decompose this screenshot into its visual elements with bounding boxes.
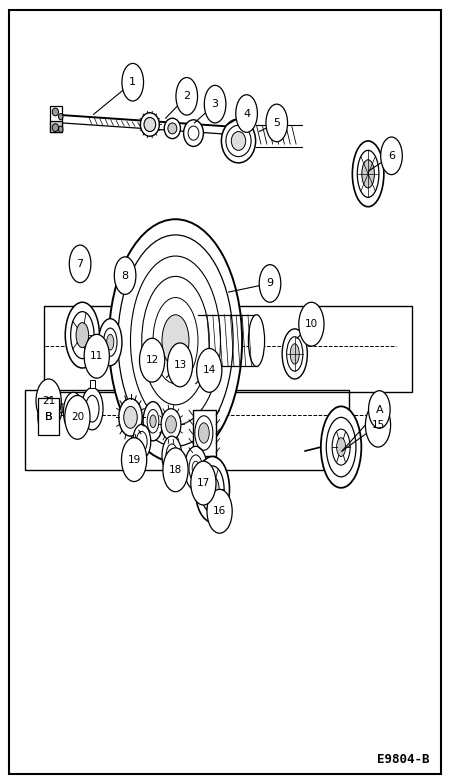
Circle shape <box>365 403 391 447</box>
Circle shape <box>163 448 188 492</box>
Ellipse shape <box>76 323 89 348</box>
Text: B: B <box>45 412 52 421</box>
Text: 2: 2 <box>183 92 190 101</box>
Ellipse shape <box>352 141 384 207</box>
Circle shape <box>65 395 90 439</box>
Ellipse shape <box>109 219 242 462</box>
Circle shape <box>266 104 288 142</box>
Bar <box>193 410 216 456</box>
Text: 7: 7 <box>76 259 84 269</box>
Text: 11: 11 <box>90 352 104 361</box>
Text: B: B <box>45 412 52 421</box>
Bar <box>90 380 95 388</box>
Ellipse shape <box>162 436 182 475</box>
Ellipse shape <box>231 132 246 150</box>
Ellipse shape <box>164 118 180 139</box>
Text: 16: 16 <box>213 507 226 516</box>
Text: 9: 9 <box>266 279 274 288</box>
Ellipse shape <box>133 424 151 459</box>
Text: 18: 18 <box>169 465 182 474</box>
Ellipse shape <box>166 416 176 433</box>
Circle shape <box>197 348 222 392</box>
Ellipse shape <box>58 126 63 132</box>
Ellipse shape <box>337 438 346 456</box>
Circle shape <box>122 438 147 482</box>
Text: 5: 5 <box>273 118 280 128</box>
Circle shape <box>259 265 281 302</box>
Ellipse shape <box>107 334 114 350</box>
Text: 6: 6 <box>388 151 395 161</box>
Circle shape <box>114 257 136 294</box>
Circle shape <box>236 95 257 132</box>
Text: 12: 12 <box>145 355 159 365</box>
Circle shape <box>84 334 109 378</box>
Ellipse shape <box>221 119 256 163</box>
Ellipse shape <box>140 113 159 136</box>
Text: 14: 14 <box>202 366 216 375</box>
Ellipse shape <box>162 315 189 366</box>
Ellipse shape <box>46 393 62 424</box>
Bar <box>50 106 62 132</box>
Ellipse shape <box>248 315 265 366</box>
Ellipse shape <box>124 406 137 428</box>
Text: E9804-B: E9804-B <box>377 752 430 766</box>
Text: 15: 15 <box>371 420 385 430</box>
Text: 1: 1 <box>129 78 136 87</box>
Ellipse shape <box>81 388 103 430</box>
Ellipse shape <box>184 120 203 146</box>
Text: 20: 20 <box>71 413 84 422</box>
Text: 3: 3 <box>212 99 219 109</box>
Ellipse shape <box>63 392 83 431</box>
Circle shape <box>167 343 193 387</box>
Ellipse shape <box>65 302 99 368</box>
Ellipse shape <box>144 117 156 132</box>
Ellipse shape <box>184 446 207 490</box>
Circle shape <box>191 461 216 505</box>
Ellipse shape <box>282 329 307 379</box>
Ellipse shape <box>290 344 299 364</box>
Ellipse shape <box>143 402 163 441</box>
Ellipse shape <box>206 476 219 503</box>
Text: 8: 8 <box>122 271 129 280</box>
Ellipse shape <box>321 406 361 488</box>
Text: 17: 17 <box>197 478 210 488</box>
Bar <box>50 121 62 132</box>
Circle shape <box>36 379 61 423</box>
Circle shape <box>140 338 165 382</box>
Circle shape <box>299 302 324 346</box>
Circle shape <box>369 391 390 428</box>
Text: A: A <box>376 405 383 414</box>
Ellipse shape <box>58 114 63 120</box>
Ellipse shape <box>195 456 230 522</box>
Text: 4: 4 <box>243 109 250 118</box>
Ellipse shape <box>161 409 181 440</box>
Ellipse shape <box>168 123 177 134</box>
Ellipse shape <box>362 160 374 188</box>
Circle shape <box>176 78 198 115</box>
Ellipse shape <box>198 423 209 443</box>
Ellipse shape <box>52 108 58 116</box>
Ellipse shape <box>119 399 142 436</box>
Text: 19: 19 <box>127 455 141 464</box>
Circle shape <box>381 137 402 175</box>
Text: 10: 10 <box>305 319 318 329</box>
Ellipse shape <box>52 124 58 132</box>
Circle shape <box>207 489 232 533</box>
Circle shape <box>69 245 91 283</box>
Text: 13: 13 <box>173 360 187 370</box>
Circle shape <box>38 398 59 435</box>
Circle shape <box>122 63 144 101</box>
Circle shape <box>204 85 226 123</box>
Text: 21: 21 <box>42 396 55 406</box>
Ellipse shape <box>150 415 156 428</box>
Bar <box>38 398 59 435</box>
Ellipse shape <box>99 319 122 366</box>
